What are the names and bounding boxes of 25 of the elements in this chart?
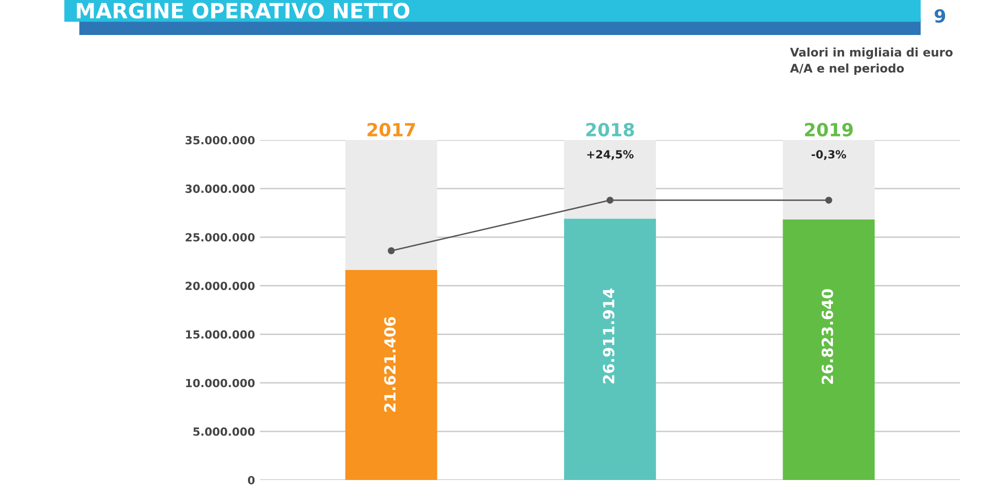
y-tick-label: 25.000.000 bbox=[186, 233, 255, 242]
annotation: -0,3% bbox=[812, 150, 846, 160]
text: 9 bbox=[934, 9, 946, 23]
bar bbox=[345, 270, 438, 480]
bar bbox=[564, 140, 656, 219]
y-tick-label: 20.000.000 bbox=[186, 282, 255, 290]
data-label: 26.823.640 bbox=[822, 289, 834, 384]
data-label: 21.621.406 bbox=[384, 316, 396, 412]
y-tick-label: 10.000.000 bbox=[186, 378, 255, 388]
chart-title: MARGINE OPERATIVO NETTO bbox=[76, 2, 410, 19]
bar bbox=[564, 218, 656, 480]
y-tick-label: 35.000.000 bbox=[186, 136, 255, 144]
x-tick-label: 2017 bbox=[368, 122, 415, 136]
annotation: +24,5% bbox=[587, 150, 634, 160]
bar bbox=[782, 140, 875, 220]
y-tick-label: 0 bbox=[248, 476, 255, 484]
y-tick-label: 5.000.000 bbox=[193, 427, 255, 436]
data-label: 26.911.914 bbox=[602, 288, 614, 384]
x-tick-label: 2018 bbox=[586, 122, 634, 136]
bar bbox=[345, 140, 438, 270]
chart-subtitle: Valori in migliaia di euro A/A e nel periodo bbox=[790, 48, 953, 75]
y-tick-label: 30.000.000 bbox=[186, 184, 255, 193]
bar bbox=[782, 219, 875, 480]
x-tick-label: 2019 bbox=[805, 122, 853, 136]
y-tick-label: 15.000.000 bbox=[186, 330, 255, 339]
